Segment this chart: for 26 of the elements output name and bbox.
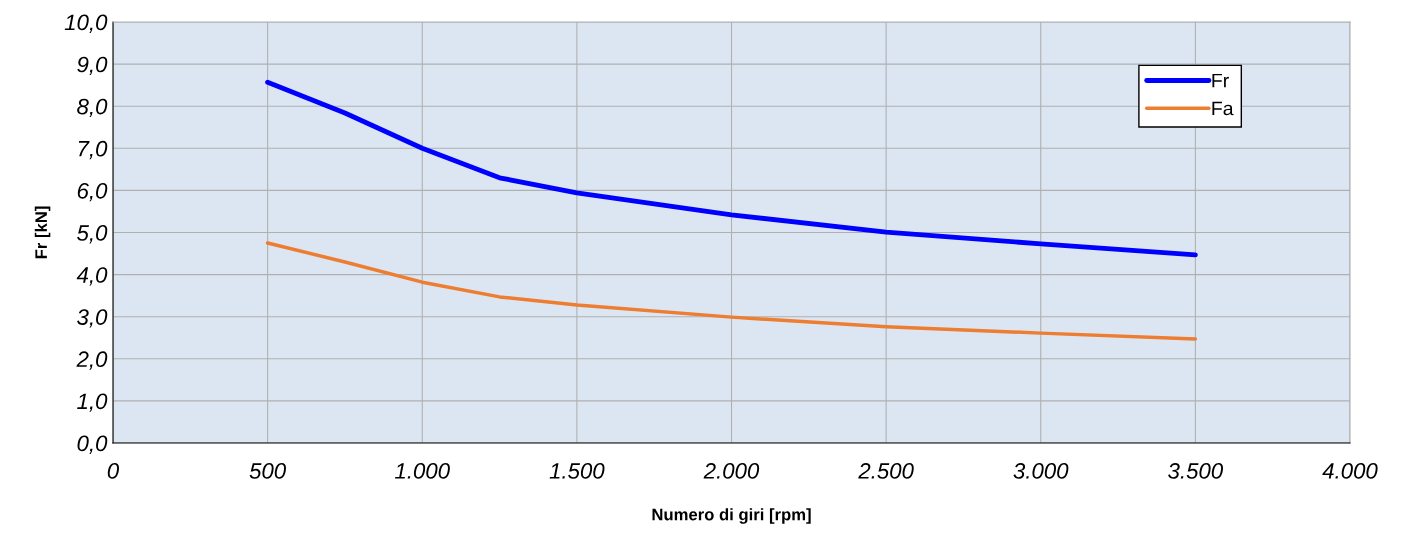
y-tick-label: 6,0: [77, 182, 108, 202]
x-tick-label: 500: [249, 463, 286, 479]
y-tick-label: 0,0: [77, 435, 108, 454]
x-tick-label: 2.000: [703, 463, 760, 479]
x-tick-label: 3.000: [1013, 463, 1069, 479]
y-tick-label: 3,0: [77, 309, 108, 328]
legend-label: Fr: [1212, 73, 1229, 88]
x-tick-label: 2.500: [858, 463, 914, 479]
x-axis-title: Numero di giri [rpm]: [652, 508, 811, 524]
y-tick-label: 10,0: [64, 14, 108, 33]
y-tick-label: 7,0: [78, 140, 108, 160]
y-tick-label: 8,0: [77, 98, 108, 118]
x-tick-label: 3.500: [1168, 463, 1223, 479]
x-tick-label: 0: [107, 463, 119, 479]
line-series: [265, 79, 1198, 258]
y-tick-label: 9,0: [77, 56, 108, 75]
line-series: [265, 241, 1198, 341]
x-tick-label: 1.500: [549, 463, 605, 479]
x-tick-label: 4.000: [1322, 463, 1378, 479]
y-tick-label: 1,0: [77, 393, 108, 412]
y-axis-title: Fr [kN]: [34, 206, 51, 259]
y-tick-label: 4,0: [76, 267, 108, 286]
legend-label: Fa: [1212, 101, 1234, 116]
y-tick-label: 5,0: [77, 225, 108, 244]
x-tick-label: 1.000: [395, 463, 450, 479]
y-tick-label: 2,0: [76, 351, 108, 370]
